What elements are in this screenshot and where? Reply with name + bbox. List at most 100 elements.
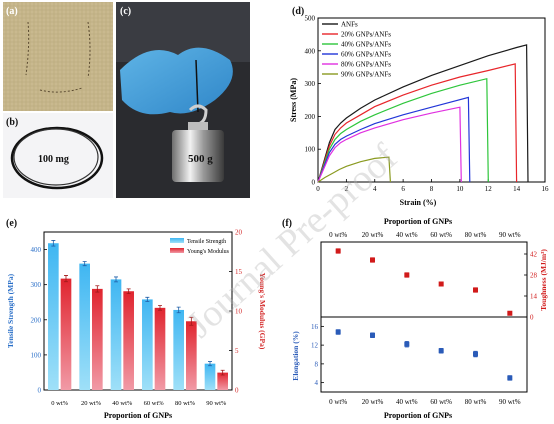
chart-e-ytick-label-left: 400 [31,246,42,254]
tensile-strength-bar [79,263,90,390]
strength-modulus-chart: (e) 0 wt% 20 wt% 40 wt% 60 wt% 80 wt% 90 wt% 0… [6,218,267,420]
tensile-strength-bar [173,309,184,390]
chart-f-xlabel-bottom: Proportion of GNPs [384,411,452,420]
tensile-strength-bar [48,243,59,390]
chart-f-ytick-label-elongation: 12 [311,342,319,350]
tensile-error-bar [145,296,150,302]
chart-e-ylabel-right: Young's Modulus (GPa) [258,273,267,350]
stress-strain-series-line [317,63,518,183]
modulus-error-bar [95,285,100,293]
chart-e-category-label: 20 wt% [81,400,102,407]
toughness-point [473,287,478,293]
elongation-point [507,375,513,381]
tensile-strength-bar [142,299,153,390]
chart-e-category-label: 80 wt% [175,400,196,407]
youngs-modulus-bar [60,278,72,390]
chart-e-ytick-label-right: 10 [235,308,243,316]
tensile-error-bar [208,361,213,367]
chart-e-xlabel: Proportion of GNPs [104,411,172,420]
chart-f-category-label-bottom: 0 wt% [329,398,347,406]
chart-f-category-label-top: 40 wt% [396,231,418,239]
stress-strain-series-line [317,96,471,183]
tensile-error-bar [82,261,87,267]
toughness-point [507,310,513,316]
toughness-point [335,248,341,254]
chart-f-ytick-label-toughness: 0 [530,314,534,322]
chart-d-xtick-label: 14 [513,185,521,193]
chart-d-ytick-label: 400 [305,47,316,55]
chart-f-category-label-bottom: 60 wt% [430,398,452,406]
chart-e-ytick-label-right: 5 [235,347,239,355]
chart-d-ytick-label: 500 [305,15,316,23]
chart-f-category-label-top: 80 wt% [465,231,487,239]
elongation-point [473,351,478,357]
chart-d-legend-label: ANFs [341,21,358,29]
chart-f-ytick-label-elongation: 4 [315,379,319,387]
elongation-point [404,341,410,347]
chart-e-ytick-label-right: 20 [235,229,243,237]
photo-c: (c) 500 g [116,2,250,198]
chart-d-ytick-label: 100 [305,146,316,154]
chart-d-xtick-label: 0 [316,185,320,193]
chart-d-legend-label: 90% GNPs/ANFs [341,71,391,79]
photo-a: (a) [3,2,113,111]
tensile-error-bar [51,240,56,247]
chart-e-category-label: 60 wt% [144,400,165,407]
tensile-strength-bar [110,279,122,390]
chart-f-category-label-bottom: 20 wt% [362,398,384,406]
chart-d-legend-label: 20% GNPs/ANFs [341,31,391,39]
chart-d-xtick-label: 10 [456,185,464,193]
legend-label-modulus: Young's Modulus [187,249,230,255]
chart-d-xtick-label: 2 [345,185,349,193]
chart-f-category-label-bottom: 80 wt% [465,398,487,406]
panel-label-b: (b) [6,117,18,128]
chart-d-xlabel: Strain (%) [400,198,437,207]
stress-strain-series-line [317,106,462,183]
stress-strain-series-line [317,44,529,183]
panel-label-a: (a) [6,6,18,17]
chart-f-category-label-bottom: 40 wt% [396,398,418,406]
chart-f-category-label-bottom: 90 wt% [499,398,521,406]
chart-d-ytick-label: 200 [305,113,316,121]
chart-d-legend-label: 60% GNPs/ANFs [341,51,391,59]
chart-d-xtick-label: 4 [373,185,377,193]
chart-d-xtick-label: 16 [542,185,550,193]
chart-e-ytick-label-left: 300 [31,281,42,289]
panel-label-e: (e) [6,218,17,229]
chart-f-category-label-top: 60 wt% [430,231,452,239]
chart-f-xlabel-top: Proportion of GNPs [384,217,452,226]
toughness-point [404,272,410,278]
modulus-error-bar [63,275,68,283]
stress-strain-chart: (d) 0 2 4 6 8 10 12 14 16 0 100 200 300 400 500 ANFs 20… [289,6,549,207]
tensile-strength-bar [204,363,216,390]
chart-f-ytick-label-elongation: 8 [315,360,319,368]
legend-swatch-tensile [170,238,184,243]
elongation-point [438,348,444,354]
toughness-point [370,257,375,263]
modulus-error-bar [126,288,131,295]
chart-d-xtick-label: 12 [485,185,493,193]
chart-f-ytick-label-elongation: 16 [311,323,319,331]
youngs-modulus-bar [186,321,197,390]
chart-f-ylabel-elongation: Elongation (%) [291,331,300,381]
stress-strain-series-line [317,156,391,183]
chart-d-xtick-label: 8 [430,185,434,193]
modulus-error-bar [220,369,225,376]
chart-e-ytick-label-left: 100 [31,351,42,359]
panel-label-f: (f) [282,218,292,229]
chart-d-xtick-label: 6 [401,185,405,193]
modulus-error-bar [157,305,162,311]
photo-c-mass-label: 500 g [188,153,213,165]
youngs-modulus-bar [92,288,103,390]
chart-f-ylabel-toughness: Toughness (MJ/m³) [539,249,548,311]
chart-d-legend-label: 40% GNPs/ANFs [341,41,391,49]
chart-e-ytick-label-left: 200 [31,316,42,324]
photo-b: (b) 100 mg [3,113,113,198]
photo-b-mass-label: 100 mg [38,154,69,165]
legend-swatch-modulus [170,248,184,253]
toughness-elongation-chart: (f) Proportion of GNPs 0 wt% 0 wt% 20 wt% 2… [282,217,548,420]
toughness-point [438,281,444,287]
chart-f-ytick-label-toughness: 28 [530,272,538,280]
chart-f-category-label-top: 0 wt% [329,231,347,239]
